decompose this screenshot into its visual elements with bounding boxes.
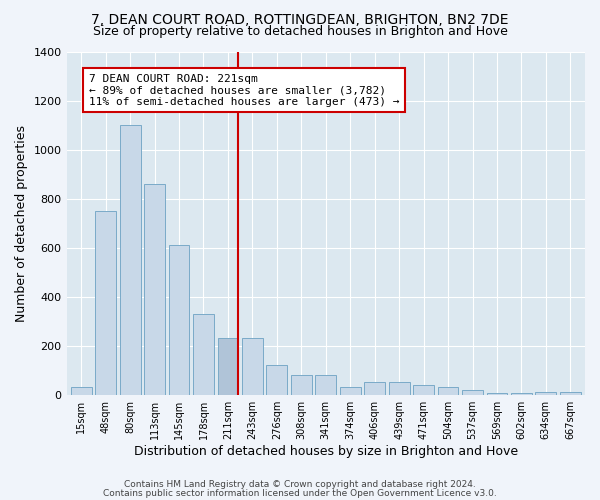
X-axis label: Distribution of detached houses by size in Brighton and Hove: Distribution of detached houses by size …: [134, 444, 518, 458]
Y-axis label: Number of detached properties: Number of detached properties: [15, 124, 28, 322]
Bar: [169, 245, 190, 394]
Bar: [266, 366, 287, 394]
Bar: [316, 375, 336, 394]
Bar: [560, 392, 581, 394]
Bar: [462, 390, 483, 394]
Text: Contains public sector information licensed under the Open Government Licence v3: Contains public sector information licen…: [103, 488, 497, 498]
Bar: [340, 388, 361, 394]
Bar: [437, 388, 458, 394]
Bar: [218, 338, 238, 394]
Bar: [389, 382, 410, 394]
Text: Size of property relative to detached houses in Brighton and Hove: Size of property relative to detached ho…: [92, 25, 508, 38]
Bar: [291, 375, 312, 394]
Bar: [364, 382, 385, 394]
Bar: [413, 385, 434, 394]
Text: Contains HM Land Registry data © Crown copyright and database right 2024.: Contains HM Land Registry data © Crown c…: [124, 480, 476, 489]
Bar: [535, 392, 556, 394]
Bar: [193, 314, 214, 394]
Bar: [120, 125, 140, 394]
Bar: [71, 388, 92, 394]
Bar: [242, 338, 263, 394]
Bar: [95, 211, 116, 394]
Bar: [144, 184, 165, 394]
Text: 7, DEAN COURT ROAD, ROTTINGDEAN, BRIGHTON, BN2 7DE: 7, DEAN COURT ROAD, ROTTINGDEAN, BRIGHTO…: [91, 12, 509, 26]
Text: 7 DEAN COURT ROAD: 221sqm
← 89% of detached houses are smaller (3,782)
11% of se: 7 DEAN COURT ROAD: 221sqm ← 89% of detac…: [89, 74, 399, 107]
